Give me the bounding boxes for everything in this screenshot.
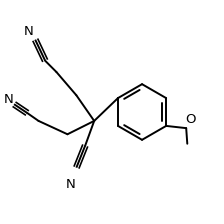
Text: N: N — [66, 178, 76, 191]
Text: O: O — [185, 113, 196, 126]
Text: N: N — [24, 25, 33, 38]
Text: N: N — [4, 93, 13, 106]
